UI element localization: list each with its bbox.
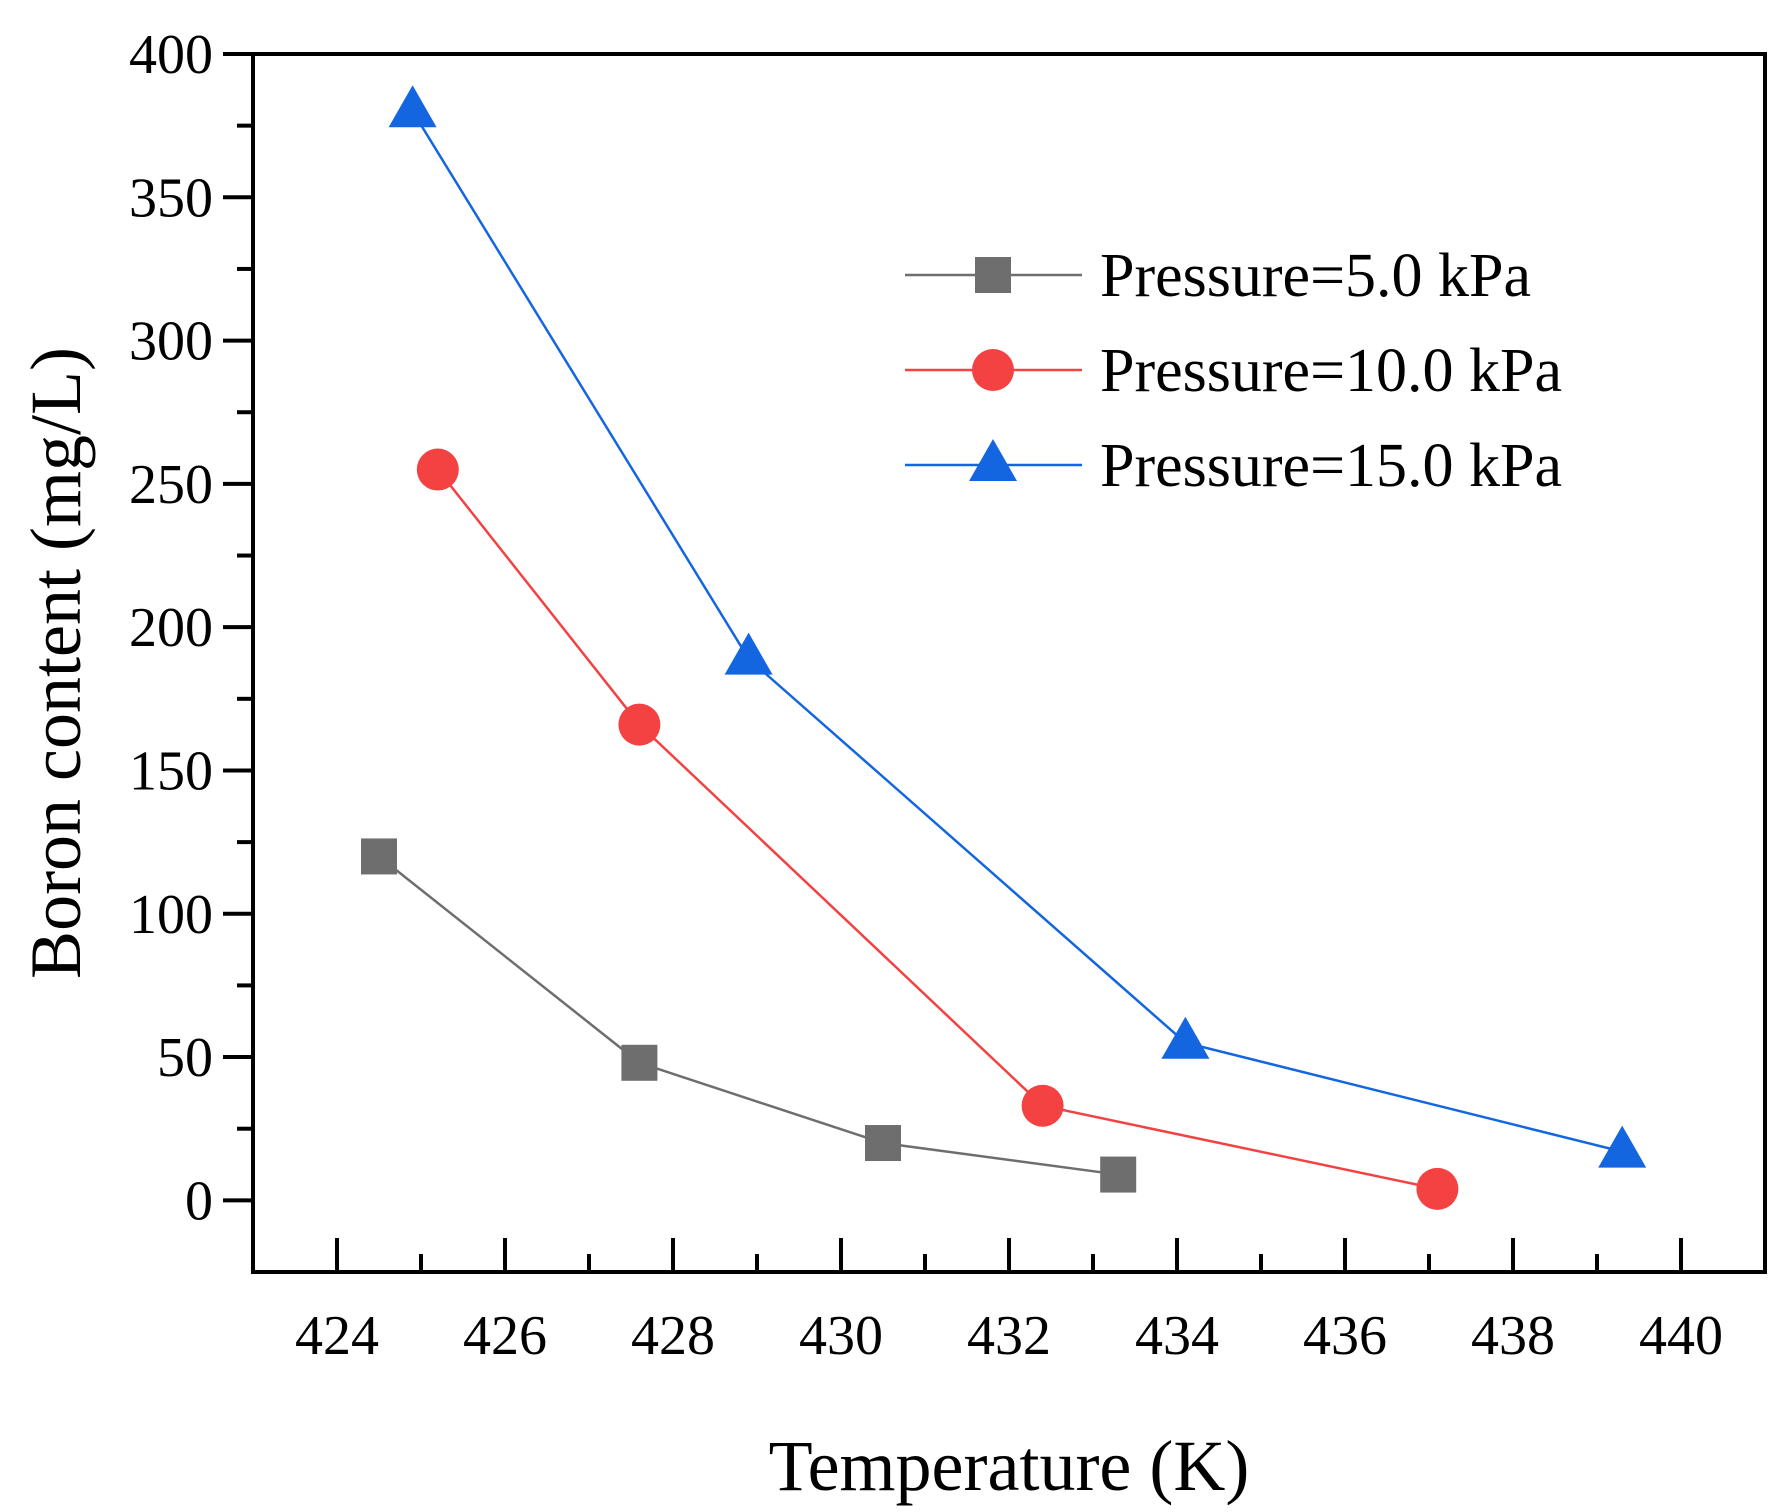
plot-frame [251,52,1767,1274]
circle-marker [1021,1084,1064,1127]
legend-item-1: Pressure=5.0 kPa [905,242,1531,310]
series-3 [388,85,1647,1168]
square-marker [865,1125,901,1162]
series-1 [361,838,1137,1193]
x-tick-label: 436 [1303,1305,1387,1367]
x-tick-label: 438 [1471,1305,1555,1367]
legend-label: Pressure=15.0 kPa [1100,432,1562,500]
y-tick-label: 100 [129,884,213,946]
axes-ticks [223,52,1767,1272]
tick-labels: 424 426 428 430 432 434 436 438 440 0 50 100 150 200 2… [129,24,1723,1367]
legend-label: Pressure=10.0 kPa [1100,337,1562,405]
y-tick-label: 150 [129,740,213,802]
y-tick-label: 200 [129,597,213,659]
x-tick-label: 430 [799,1305,883,1367]
x-tick-label: 434 [1135,1305,1219,1367]
triangle-marker [388,85,437,128]
legend-triangle-marker [969,438,1017,481]
circle-marker [1416,1167,1459,1210]
y-tick-label: 250 [129,454,213,516]
y-tick-label: 350 [129,167,213,229]
series-line [436,468,1438,1191]
x-tick-label: 426 [463,1305,547,1367]
legend-item-2: Pressure=10.0 kPa [905,337,1562,405]
triangle-marker [1161,1016,1210,1059]
x-tick-label: 440 [1639,1305,1723,1367]
y-tick-label: 0 [185,1170,213,1232]
circle-marker [416,448,459,491]
legend-circle-marker [972,349,1014,391]
y-tick-label: 300 [129,311,213,373]
series-line [378,855,1119,1176]
x-tick-label: 424 [295,1305,379,1367]
x-tick-label: 428 [631,1305,715,1367]
square-marker [1100,1156,1137,1193]
y-tick-label: 400 [129,24,213,86]
square-marker [361,838,397,875]
x-tick-label: 432 [967,1305,1051,1367]
series-layer [361,85,1647,1210]
triangle-marker [724,632,773,675]
series-2 [416,448,1459,1210]
legend-label: Pressure=5.0 kPa [1100,242,1531,310]
legend-item-3: Pressure=15.0 kPa [905,432,1562,500]
legend: Pressure=5.0 kPa Pressure=10.0 kPa Pressur… [905,242,1562,500]
series-line [411,110,1623,1153]
circle-marker [618,703,661,746]
square-marker [621,1044,658,1081]
legend-square-marker [975,257,1011,293]
y-axis-title: Boron content (mg/L) [16,347,96,979]
triangle-marker [1598,1125,1647,1168]
x-axis-title: Temperature (K) [769,1426,1250,1506]
y-tick-label: 50 [157,1027,213,1089]
